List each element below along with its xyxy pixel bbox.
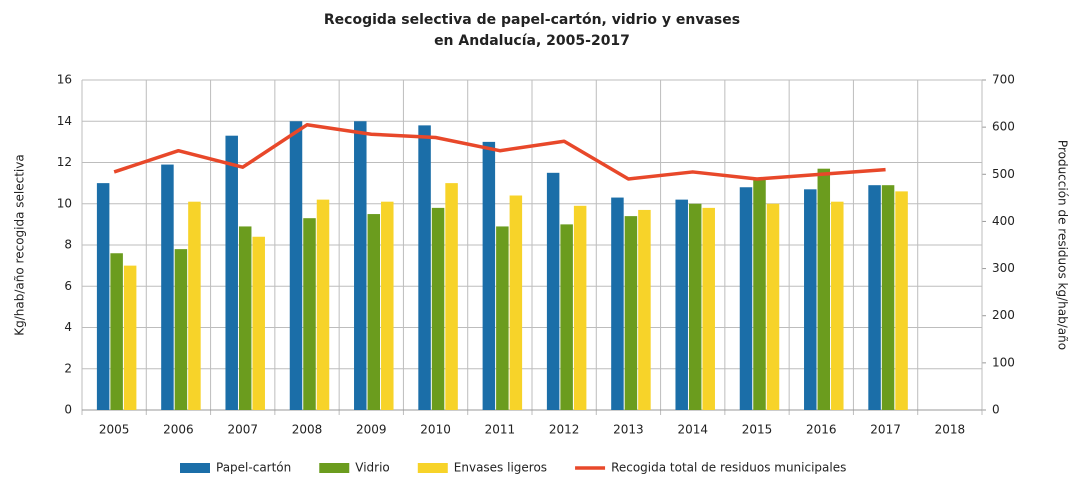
x-tick-label: 2015 bbox=[742, 423, 773, 437]
bar bbox=[675, 199, 688, 410]
bar bbox=[418, 125, 431, 410]
bar bbox=[496, 226, 509, 410]
legend-label: Envases ligeros bbox=[454, 461, 547, 475]
x-tick-label: 2018 bbox=[935, 423, 966, 437]
bar bbox=[482, 141, 496, 410]
x-tick-label: 2016 bbox=[806, 423, 837, 437]
x-tick-label: 2014 bbox=[677, 423, 708, 437]
y2-tick-label: 200 bbox=[992, 308, 1015, 322]
y2-tick-label: 300 bbox=[992, 261, 1015, 275]
y2-tick-label: 600 bbox=[992, 120, 1015, 134]
x-tick-label: 2008 bbox=[292, 423, 323, 437]
bar bbox=[354, 121, 367, 410]
bar bbox=[611, 197, 624, 410]
x-tick-label: 2009 bbox=[356, 423, 387, 437]
legend-label: Papel-cartón bbox=[216, 461, 291, 475]
bar bbox=[303, 218, 316, 410]
x-tick-label: 2017 bbox=[870, 423, 901, 437]
x-tick-label: 2011 bbox=[485, 423, 516, 437]
bar bbox=[804, 189, 817, 410]
bar bbox=[702, 207, 715, 410]
bar bbox=[688, 203, 702, 410]
bar bbox=[445, 183, 458, 410]
bar bbox=[96, 183, 110, 410]
y2-tick-label: 400 bbox=[992, 214, 1015, 228]
y-tick-label: 8 bbox=[64, 238, 72, 252]
x-tick-label: 2012 bbox=[549, 423, 580, 437]
bar bbox=[546, 172, 560, 410]
bar bbox=[289, 121, 303, 410]
bar bbox=[252, 236, 265, 410]
bar bbox=[753, 179, 766, 410]
y-tick-label: 0 bbox=[64, 403, 72, 417]
bar bbox=[881, 185, 895, 410]
bar bbox=[161, 164, 174, 410]
x-tick-label: 2006 bbox=[163, 423, 194, 437]
y2-tick-label: 0 bbox=[992, 403, 1000, 417]
bar bbox=[831, 201, 844, 410]
legend-swatch bbox=[319, 463, 350, 473]
bar bbox=[316, 199, 330, 410]
bar bbox=[123, 265, 137, 410]
x-tick-label: 2007 bbox=[227, 423, 258, 437]
bar bbox=[895, 191, 908, 410]
bar bbox=[817, 168, 831, 410]
bar bbox=[638, 209, 651, 410]
bar bbox=[238, 226, 252, 410]
bar bbox=[225, 135, 238, 410]
line bbox=[113, 123, 886, 181]
bar bbox=[560, 224, 573, 410]
legend-swatch bbox=[180, 463, 210, 473]
y2-tick-label: 700 bbox=[992, 73, 1015, 87]
bar bbox=[110, 253, 123, 410]
bar bbox=[431, 207, 445, 410]
y2-tick-label: 100 bbox=[992, 355, 1015, 369]
bar bbox=[509, 195, 523, 410]
bar bbox=[624, 216, 638, 410]
y-tick-label: 6 bbox=[64, 279, 72, 293]
legend-label: Recogida total de residuos municipales bbox=[611, 461, 846, 475]
bar bbox=[573, 205, 587, 410]
bar bbox=[188, 201, 201, 410]
chart-title: Recogida selectiva de papel-cartón, vidr… bbox=[324, 12, 740, 28]
y-axis-title: Kg/hab/año recogida selectiva bbox=[13, 154, 27, 335]
legend-swatch bbox=[417, 463, 448, 473]
x-tick-label: 2013 bbox=[613, 423, 644, 437]
y2-axis-title: Producción de residuos kg/hab/año bbox=[1056, 140, 1070, 350]
y-tick-label: 2 bbox=[64, 361, 72, 375]
bar bbox=[766, 203, 780, 410]
y-tick-label: 14 bbox=[57, 114, 72, 128]
x-tick-label: 2010 bbox=[420, 423, 451, 437]
bar bbox=[868, 185, 881, 410]
y2-tick-label: 500 bbox=[992, 167, 1015, 181]
bar bbox=[174, 249, 188, 410]
legend-label: Vidrio bbox=[355, 461, 390, 475]
y-tick-label: 16 bbox=[57, 73, 72, 87]
x-tick-label: 2005 bbox=[99, 423, 130, 437]
chart-title: en Andalucía, 2005-2017 bbox=[434, 33, 630, 49]
y-tick-label: 4 bbox=[64, 320, 72, 334]
y-tick-label: 10 bbox=[57, 196, 72, 210]
y-tick-label: 12 bbox=[57, 155, 72, 169]
bar bbox=[739, 187, 753, 410]
bar bbox=[367, 214, 381, 410]
bar bbox=[381, 201, 394, 410]
